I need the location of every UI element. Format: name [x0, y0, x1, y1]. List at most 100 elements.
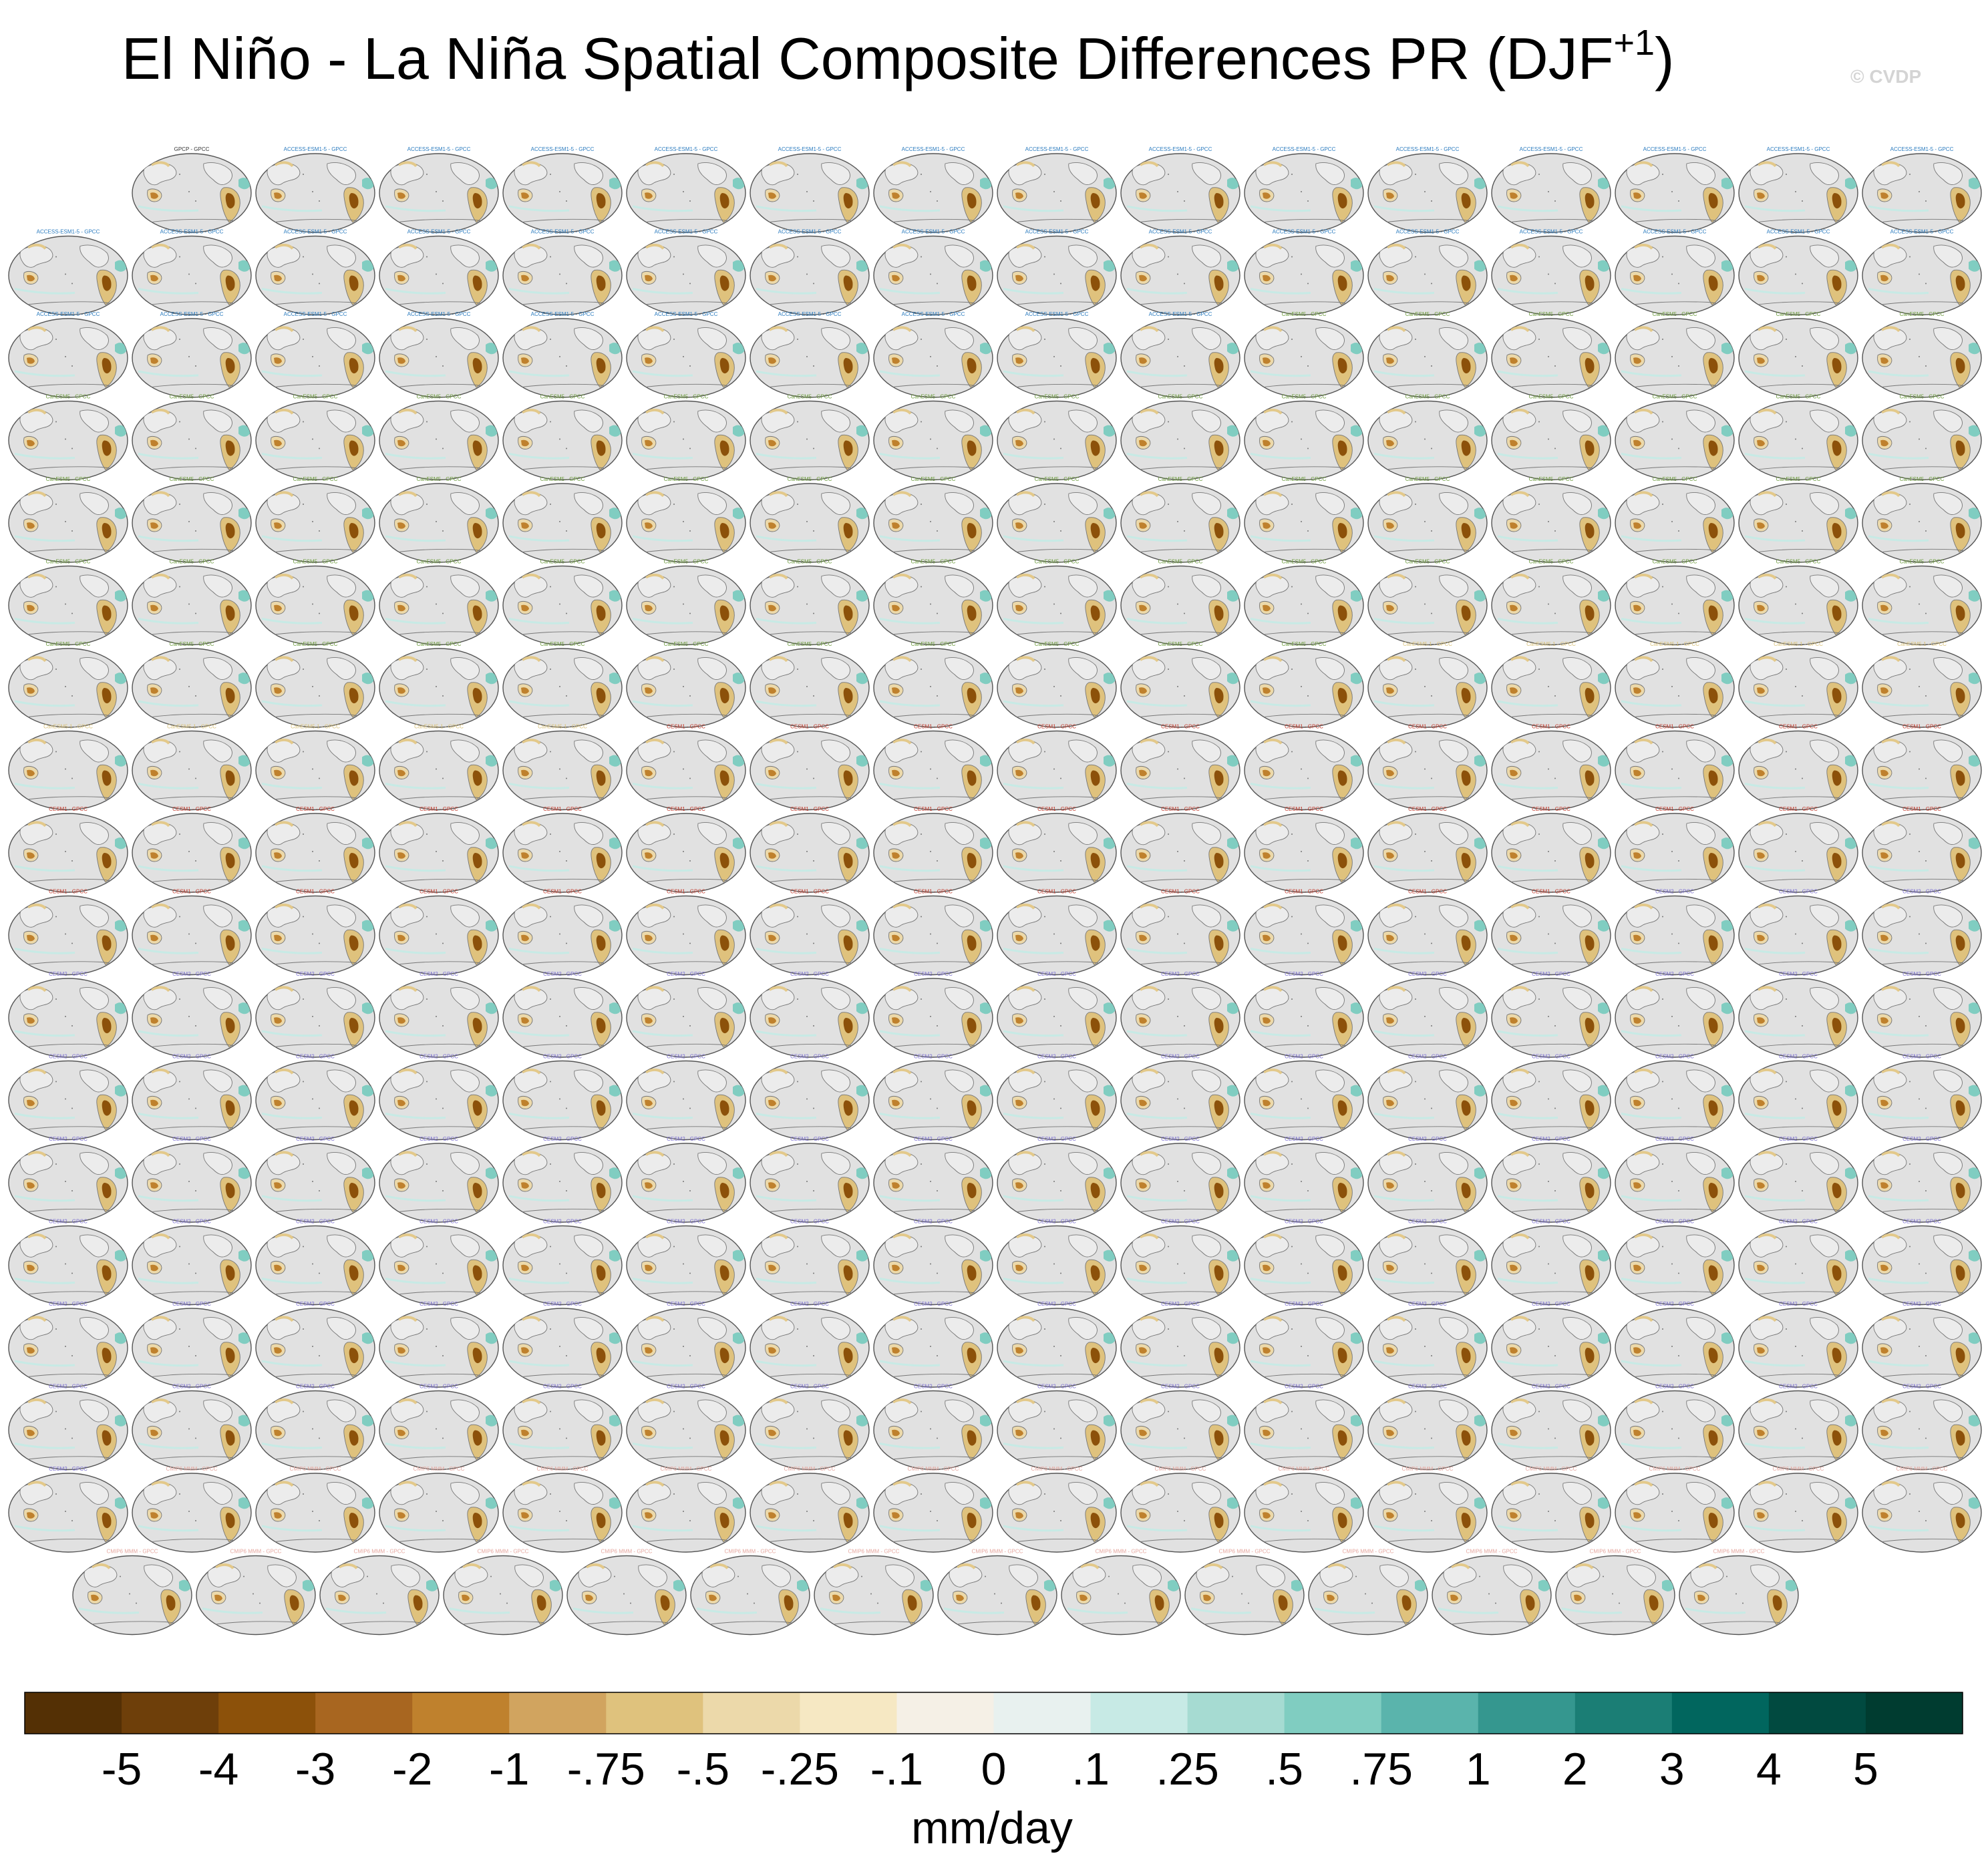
map-panel: CESM2 - GPCC: [9, 971, 128, 1057]
map-panel: CanESM5 - GPCC: [1739, 311, 1858, 397]
panel-title: CanESM5 - GPCC: [788, 394, 832, 400]
globe-map: [1245, 484, 1364, 562]
panel-title: CanESM5 - GPCC: [1282, 311, 1327, 317]
globe-map: [750, 566, 870, 645]
map-panel: CESM2 - GPCC: [1739, 1054, 1858, 1140]
globe-map: [1739, 1473, 1858, 1552]
globe-map: [379, 401, 499, 480]
globe-map: [997, 484, 1117, 562]
map-panel: CESM2 - GPCC: [997, 1136, 1117, 1222]
globe-map: [132, 978, 252, 1057]
colorbar-tick-label: -1: [489, 1744, 529, 1795]
globe-map: [997, 731, 1117, 810]
map-panel: CESM2 - GPCC: [1862, 1219, 1982, 1305]
panel-title: CMIP6 MMM - GPCC: [848, 1549, 900, 1555]
globe-map: [1492, 566, 1611, 645]
map-panel: CESM2 - GPCC: [627, 1219, 746, 1305]
map-panel: CMIP6 MMM - GPCC: [874, 1466, 993, 1552]
globe-map: [874, 1061, 993, 1140]
globe-map: [1862, 566, 1982, 645]
globe-map: [503, 1308, 623, 1387]
panel-title: CESM2 - GPCC: [1285, 1054, 1323, 1060]
map-panel: CanESM5 - GPCC: [750, 641, 870, 727]
globe-map: [691, 1556, 810, 1635]
globe-map: [1368, 484, 1488, 562]
panel-title: CESM2 - GPCC: [1779, 1301, 1818, 1307]
globe-map: [1121, 236, 1240, 315]
globe-map: [256, 566, 375, 645]
map-panel: CanESM5 - GPCC: [1739, 394, 1858, 480]
globe-map: [1368, 1308, 1488, 1387]
panel-title: CESM2 - GPCC: [49, 1384, 88, 1390]
panel-title: CanESM5 - GPCC: [540, 641, 585, 647]
globe-map: [627, 236, 746, 315]
map-panel: CMIP6 MMM - GPCC: [1615, 1466, 1735, 1552]
panel-title: CESM2 - GPCC: [1161, 1219, 1200, 1225]
map-panel: CMIP6 MMM - GPCC: [1185, 1549, 1305, 1635]
map-panel: CESM1 - GPCC: [1862, 806, 1982, 892]
globe-map: [1615, 896, 1735, 975]
map-panel: ACCESS-ESM1-5 - GPCC: [379, 229, 499, 315]
globe-map: [379, 484, 499, 562]
map-panel: CESM2 - GPCC: [132, 1136, 252, 1222]
map-panel: ACCESS-ESM1-5 - GPCC: [750, 311, 870, 397]
globe-map: [1245, 1061, 1364, 1140]
map-panel: CESM2 - GPCC: [627, 1136, 746, 1222]
map-panel: CanESM5-1 - GPCC: [1615, 641, 1735, 727]
globe-map: [750, 978, 870, 1057]
colorbar-box: [1865, 1692, 1963, 1734]
panel-title: ACCESS-ESM1-5 - GPCC: [1520, 229, 1583, 235]
globe-map: [132, 731, 252, 810]
panel-title: CanESM5-1 - GPCC: [43, 724, 93, 730]
map-panel: ACCESS-ESM1-5 - GPCC: [1245, 146, 1364, 232]
globe-map: [997, 1143, 1117, 1222]
globe-map: [1862, 1308, 1982, 1387]
globe-map: [1679, 1556, 1799, 1635]
globe-map: [1121, 1308, 1240, 1387]
globe-map: [1121, 1391, 1240, 1470]
map-panel: CanESM5 - GPCC: [1368, 476, 1488, 562]
globe-map: [627, 1226, 746, 1305]
panel-title: ACCESS-ESM1-5 - GPCC: [902, 146, 965, 152]
map-panel: CanESM5 - GPCC: [256, 476, 375, 562]
panel-title: CanESM5 - GPCC: [1282, 476, 1327, 482]
map-panel: CanESM5 - GPCC: [379, 476, 499, 562]
map-panel: CanESM5 - GPCC: [874, 476, 993, 562]
panel-title: CESM2 - GPCC: [1532, 1219, 1570, 1225]
panel-title: CanESM5-1 - GPCC: [414, 724, 464, 730]
panel-title: CanESM5 - GPCC: [1405, 476, 1450, 482]
panel-title: ACCESS-ESM1-5 - GPCC: [902, 311, 965, 317]
map-panel: CMIP6 MMM - GPCC: [1862, 1466, 1982, 1552]
colorbar-box: [1284, 1692, 1382, 1734]
globe-map: [750, 1143, 870, 1222]
panel-title: CESM1 - GPCC: [1161, 806, 1200, 812]
globe-map: [1368, 401, 1488, 480]
map-panel: CESM2 - GPCC: [1245, 1219, 1364, 1305]
panel-title: CMIP6 MMM - GPCC: [1155, 1466, 1206, 1472]
panel-title: ACCESS-ESM1-5 - GPCC: [655, 229, 718, 235]
globe-map: [1368, 1226, 1488, 1305]
map-panel: CESM2 - GPCC: [1245, 1384, 1364, 1470]
map-panel: ACCESS-ESM1-5 - GPCC: [1862, 146, 1982, 232]
map-panel: CESM2 - GPCC: [256, 1219, 375, 1305]
globe-map: [503, 484, 623, 562]
panel-title: CMIP6 MMM - GPCC: [972, 1549, 1023, 1555]
globe-map: [1492, 1473, 1611, 1552]
map-panel: CESM2 - GPCC: [1121, 1301, 1240, 1387]
map-panel: CESM1 - GPCC: [503, 889, 623, 975]
globe-map: [503, 1473, 623, 1552]
panel-title: CMIP6 MMM - GPCC: [725, 1549, 776, 1555]
panel-title: CESM2 - GPCC: [49, 1219, 88, 1225]
panel-title: CanESM5 - GPCC: [293, 641, 338, 647]
panel-title: CESM2 - GPCC: [1779, 1136, 1818, 1142]
panel-title: CESM1 - GPCC: [49, 889, 88, 895]
map-panel: CanESM5-1 - GPCC: [503, 724, 623, 810]
panel-title: CESM1 - GPCC: [1779, 724, 1818, 730]
globe-map: [1862, 813, 1982, 892]
globe-map: [9, 566, 128, 645]
map-panel: CESM2 - GPCC: [9, 1466, 128, 1552]
panel-title: CanESM5 - GPCC: [46, 476, 91, 482]
globe-map: [1492, 401, 1611, 480]
panel-title: CESM2 - GPCC: [1037, 971, 1076, 977]
